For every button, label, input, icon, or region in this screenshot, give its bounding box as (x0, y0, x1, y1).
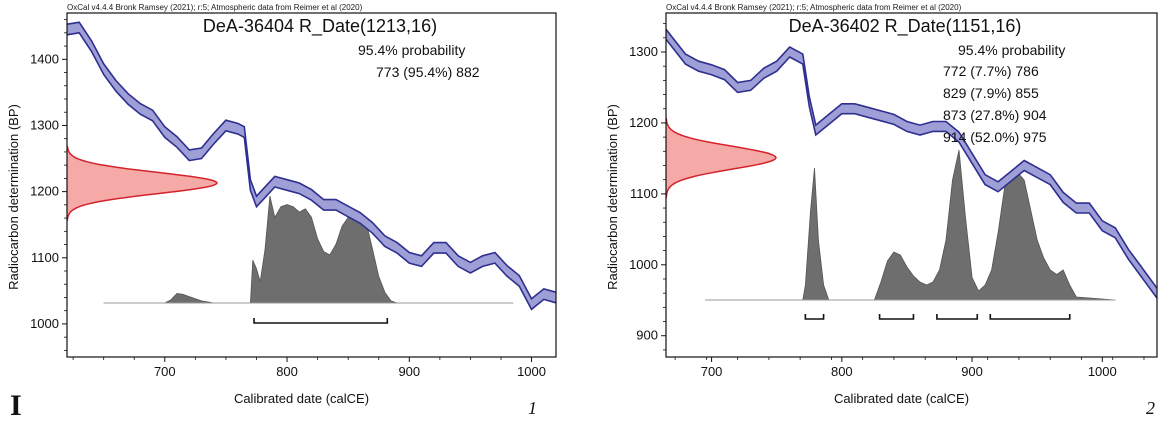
range-label: 772 (7.7%) 786 (943, 63, 1039, 79)
y-tick-label: 1000 (30, 316, 59, 331)
probability-label: 95.4% probability (958, 42, 1065, 58)
probability-label: 95.4% probability (358, 42, 465, 58)
radiocarbon-distribution-outline (67, 145, 219, 221)
radiocarbon-distribution (67, 146, 217, 221)
x-tick-label: 900 (398, 364, 420, 379)
panel-number: 2 (1146, 398, 1155, 418)
range-label: 873 (27.8%) 904 (943, 107, 1047, 123)
range-bar (936, 314, 979, 320)
chart-panel-2: 700 800 900 1000 900 1000 1100 1200 1300 OxCal v4… (605, 3, 1158, 418)
range-label: 829 (7.9%) 855 (943, 85, 1039, 101)
x-axis-label: Calibrated date (calCE) (834, 391, 969, 406)
radiocarbon-distribution (666, 118, 776, 198)
y-tick-label: 1100 (31, 250, 59, 265)
y-tick-label: 1300 (629, 44, 658, 59)
chart-title: DeA-36402 R_Date(1151,16) (789, 16, 1022, 37)
plot-frame (66, 12, 557, 358)
x-tick-label: 800 (831, 364, 853, 379)
y-tick-label: 900 (636, 328, 658, 343)
calibration-curve-upper (666, 28, 1157, 289)
chart-panel-1: 700 800 900 1000 1000 1100 1200 1300 1400 OxCal v… (6, 3, 557, 418)
range-bar (878, 314, 915, 320)
range-bar (253, 318, 389, 324)
calibration-curve-upper (67, 21, 556, 301)
x-tick-label: 1000 (517, 364, 546, 379)
y-tick-label: 1000 (629, 257, 658, 272)
y-axis-label: Radiocarbon determination (BP) (605, 104, 620, 290)
y-tick-label: 1100 (630, 186, 658, 201)
panel-number: 1 (528, 398, 537, 418)
plot-area (666, 28, 1157, 320)
calibrated-density (705, 149, 1116, 301)
calibration-curve-lower (666, 38, 1157, 299)
y-tick-label: 1300 (30, 117, 59, 132)
range-label: 773 (95.4%) 882 (376, 64, 480, 80)
x-axis-label: Calibrated date (calCE) (234, 391, 369, 406)
y-tick-label: 1200 (629, 115, 658, 130)
y-tick-label: 1400 (30, 51, 59, 66)
range-bar (804, 314, 825, 320)
y-axis-label: Radiocarbon determination (BP) (6, 104, 21, 290)
radiocarbon-distribution-outline (666, 117, 777, 199)
calibration-curve-lower (67, 31, 556, 311)
figure-label: I (10, 389, 22, 422)
calibrated-density (103, 195, 514, 304)
x-tick-label: 700 (154, 364, 176, 379)
x-tick-label: 900 (961, 364, 983, 379)
chart-title: DeA-36404 R_Date(1213,16) (203, 16, 437, 37)
y-tick-label: 1200 (30, 184, 59, 199)
chart-header: OxCal v4.4.4 Bronk Ramsey (2021); r:5; A… (666, 3, 962, 12)
x-tick-label: 800 (276, 364, 298, 379)
plot-area (67, 21, 556, 324)
x-tick-label: 1000 (1088, 364, 1117, 379)
range-bar (989, 314, 1071, 320)
range-label: 914 (52.0%) 975 (943, 129, 1047, 145)
x-tick-label: 700 (701, 364, 723, 379)
plot-frame (665, 12, 1158, 358)
chart-header: OxCal v4.4.4 Bronk Ramsey (2021); r:5; A… (67, 3, 363, 12)
